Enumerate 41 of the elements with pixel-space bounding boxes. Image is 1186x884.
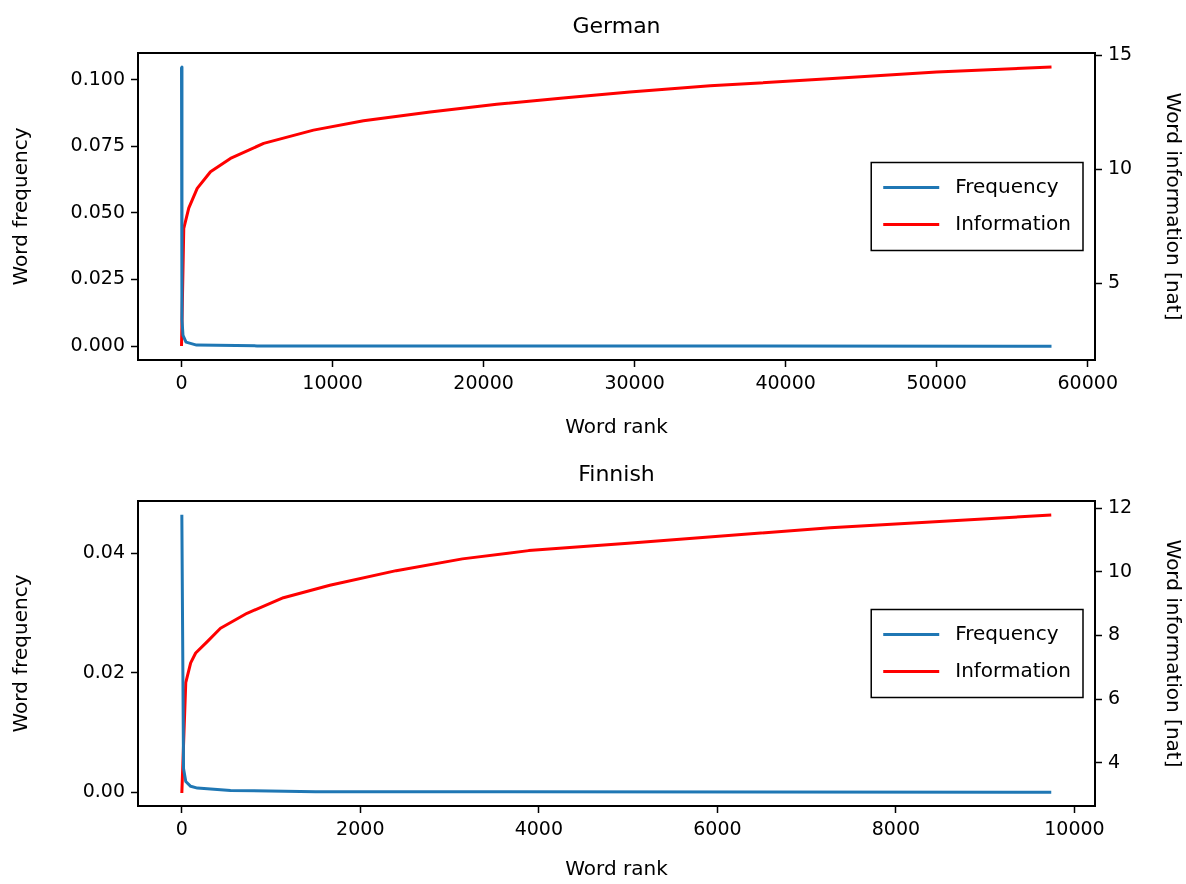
y2-tick-label: 15: [1108, 41, 1133, 64]
y2-tick-label: 4: [1108, 749, 1121, 772]
y-tick-label: 0.100: [70, 66, 125, 89]
y-tick-label: 0.075: [70, 133, 125, 156]
y2-tick-label: 10: [1108, 156, 1133, 179]
x-tick-label: 8000: [871, 817, 921, 840]
y-tick-label: 0.00: [82, 779, 125, 802]
x-tick-label: 0: [175, 817, 188, 840]
y-tick-label: 0.025: [70, 266, 125, 289]
chart-title: German: [572, 12, 661, 38]
x-tick-label: 40000: [755, 371, 816, 394]
chart-title: Finnish: [578, 460, 655, 486]
y2-axis-title: Word information [nat]: [1161, 92, 1186, 321]
x-axis-title: Word rank: [565, 414, 669, 439]
y2-tick-label: 5: [1108, 270, 1121, 293]
legend-label: Frequency: [955, 173, 1059, 198]
y2-tick-label: 8: [1108, 622, 1121, 645]
legend-label: Information: [955, 210, 1072, 235]
legend-label: Information: [955, 657, 1072, 682]
y2-tick-label: 12: [1108, 495, 1133, 518]
y2-axis-title: Word information [nat]: [1161, 539, 1186, 768]
x-tick-label: 10000: [302, 371, 363, 394]
y-axis-title: Word frequency: [8, 127, 33, 286]
x-tick-label: 20000: [453, 371, 514, 394]
y-tick-label: 0.000: [70, 333, 125, 356]
x-tick-label: 10000: [1044, 817, 1105, 840]
x-axis-title: Word rank: [565, 856, 669, 881]
y-tick-label: 0.02: [82, 659, 125, 682]
y2-tick-label: 6: [1108, 686, 1121, 709]
y2-tick-label: 10: [1108, 558, 1133, 581]
x-tick-label: 6000: [693, 817, 742, 840]
x-tick-label: 60000: [1057, 371, 1118, 394]
y-tick-label: 0.04: [82, 540, 125, 563]
y-axis-title: Word frequency: [8, 574, 33, 733]
x-tick-label: 30000: [604, 371, 665, 394]
x-tick-label: 4000: [514, 817, 564, 840]
x-tick-label: 0: [175, 371, 188, 394]
x-tick-label: 2000: [336, 817, 385, 840]
x-tick-label: 50000: [906, 371, 967, 394]
y-tick-label: 0.050: [70, 199, 125, 222]
legend-label: Frequency: [955, 620, 1059, 645]
